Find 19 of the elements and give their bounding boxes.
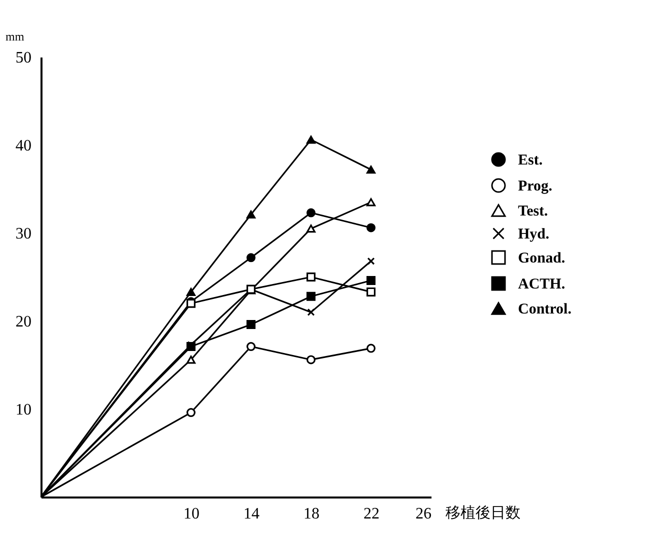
legend-label: Control. [518,302,572,318]
legend-label: Hyd. [518,226,550,242]
x-axis-title: 移植後日数 [446,504,520,522]
y-tick-label: 40 [16,138,32,154]
legend-label: ACTH. [518,276,566,292]
legend-label: Gonad. [518,250,566,266]
x-tick-label: 18 [304,506,320,522]
x-tick-label: 14 [244,506,260,522]
y-axis-title: mm [6,30,25,44]
y-tick-label: 50 [16,50,32,66]
y-tick-label: 10 [16,402,32,418]
x-tick-label: 22 [364,506,380,522]
x-tick-label: 10 [184,506,200,522]
legend-label: Est. [518,152,543,168]
y-tick-label: 30 [16,226,32,242]
y-tick-label: 20 [16,314,32,330]
legend-label: Prog. [518,178,553,194]
x-tick-label: 26 [416,506,432,522]
legend-label: Test. [518,204,548,220]
